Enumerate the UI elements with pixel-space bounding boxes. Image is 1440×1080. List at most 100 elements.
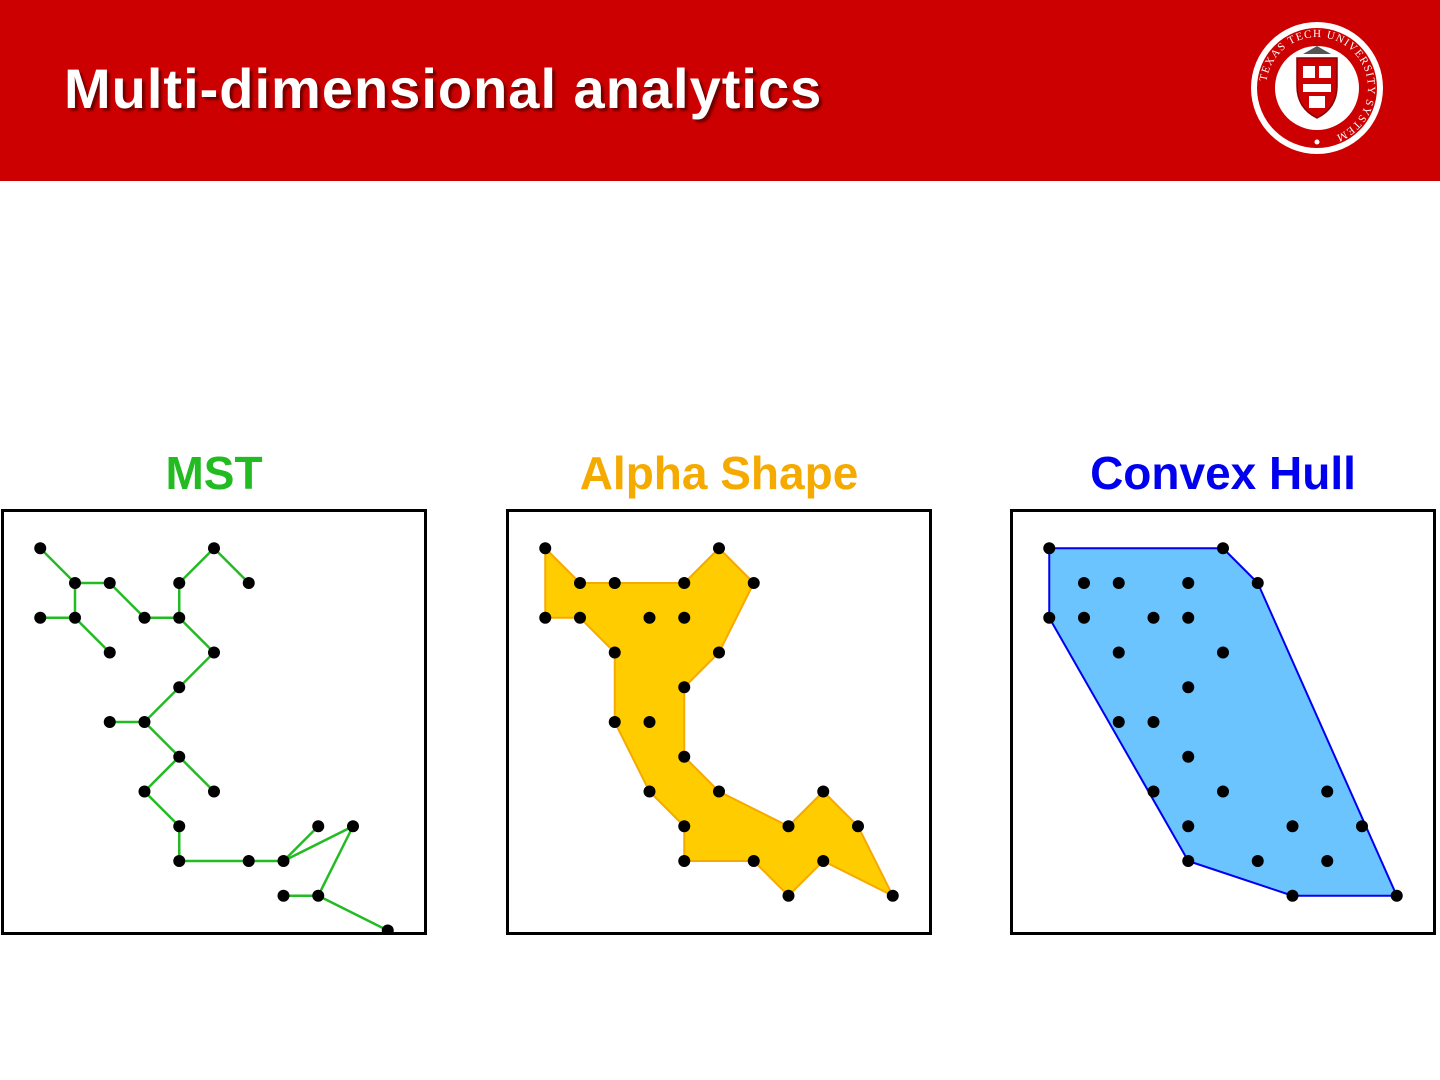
mst-edge [317,825,355,897]
mst-edge [39,547,76,584]
data-point [1043,542,1056,555]
mst-edge [282,825,320,862]
data-point [817,785,830,798]
data-point [173,750,186,763]
university-seal-icon: TEXAS TECH UNIVERSITY SYSTEM [1251,22,1383,154]
data-point [886,889,899,902]
convex-hull-region [1048,547,1398,897]
data-point [173,577,186,589]
mst-title: MST [165,447,263,499]
alpha-shape-title: Alpha Shape [579,447,859,499]
data-point [1078,611,1090,624]
data-point [103,716,116,728]
data-point [539,611,552,624]
data-point [1217,542,1229,555]
convex-hull-diagram [1010,509,1436,935]
data-point [208,542,220,555]
data-point [1182,681,1195,694]
data-point [713,646,725,659]
data-point [713,785,725,798]
convex-hull-polygon [1048,547,1398,897]
mst-edge [143,686,181,723]
data-point [173,820,186,833]
alpha-shape-diagram [506,509,932,935]
data-point [678,611,691,624]
data-point [678,681,691,694]
data-point [312,820,325,833]
data-point [1043,611,1056,624]
data-point [103,646,116,659]
data-point [347,820,359,833]
data-point [277,889,290,902]
data-point [1182,750,1195,763]
mst-diagram [1,509,427,935]
mst-edge [178,616,215,654]
data-point [1147,716,1160,728]
data-point [608,716,621,728]
data-point [1182,611,1195,624]
data-point [747,577,760,589]
data-point [242,855,255,867]
data-point [173,855,186,867]
data-point [312,889,325,902]
data-point [69,611,81,624]
alpha-shape-polygon [544,547,894,897]
convex-hull-title: Convex Hull [1090,447,1356,499]
data-point [782,889,795,902]
data-point [138,611,151,624]
data-point [138,785,151,798]
data-point [1182,577,1195,589]
data-point [1321,785,1334,798]
data-point [34,611,47,624]
mst-edge [143,721,181,758]
mst-frame [1,509,427,935]
mst-edge [213,547,250,584]
data-point [678,820,691,833]
data-point [678,750,691,763]
data-point [138,716,151,728]
data-point [678,855,691,867]
data-point [1217,785,1229,798]
data-point [643,611,656,624]
data-point [173,681,186,694]
data-point [1286,889,1299,902]
mst-edge [178,755,215,793]
data-point [608,646,621,659]
data-point [852,820,864,833]
title-bar: Multi-dimensional analytics TEXAS TECH U… [0,0,1440,181]
data-point [1286,820,1299,833]
mst-edge [178,547,215,584]
data-point [713,542,725,555]
mst-edge [143,790,181,828]
data-point [1112,646,1125,659]
data-point [1251,855,1264,867]
data-point [34,542,47,555]
data-point [1147,785,1160,798]
data-point [103,577,116,589]
data-point [173,611,186,624]
mst-edge [282,825,354,863]
mst-edge [317,894,389,932]
data-point [643,716,656,728]
data-point [242,577,255,589]
data-point [817,855,830,867]
mst-edge [143,755,181,793]
mst-edge [74,616,111,654]
data-point [574,611,586,624]
data-point [1112,577,1125,589]
data-point [381,924,394,935]
data-point [539,542,552,555]
mst-edge [108,582,146,619]
data-point [1078,577,1090,589]
data-point [1251,577,1264,589]
data-point [643,785,656,798]
convex-hull-points [1043,542,1403,902]
data-point [208,646,220,659]
data-point [1321,855,1334,867]
data-point [1112,716,1125,728]
data-point [1217,646,1229,659]
data-point [1356,820,1368,833]
data-point [782,820,795,833]
data-point [608,577,621,589]
data-point [678,577,691,589]
